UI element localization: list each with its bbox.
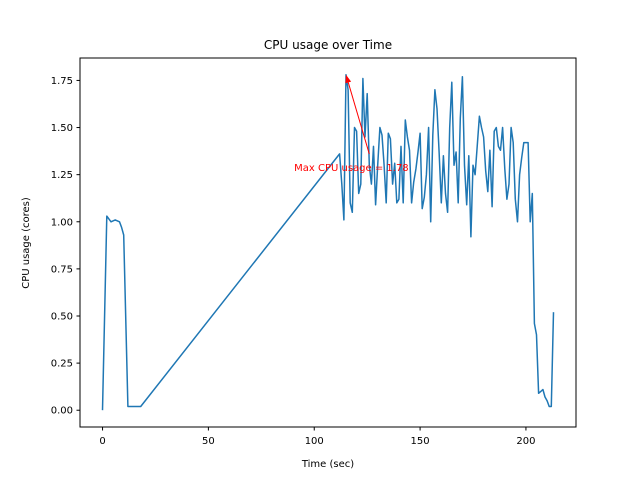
y-tick-label: 0.75 (51, 264, 73, 275)
y-tick-label: 0.50 (51, 311, 73, 322)
x-axis-ticks: 0 50 100 150 200 (99, 427, 535, 447)
x-tick-label: 0 (99, 436, 105, 447)
x-tick-label: 150 (411, 436, 430, 447)
x-tick-label: 200 (516, 436, 535, 447)
y-tick-label: 1.75 (51, 76, 73, 87)
annotation-arrow-head (345, 74, 352, 84)
x-tick-label: 100 (305, 436, 324, 447)
y-axis-ticks: 0.00 0.25 0.50 0.75 1.00 1.25 1.50 1.75 (51, 76, 80, 417)
y-tick-label: 0.00 (51, 406, 73, 417)
y-tick-label: 1.50 (51, 123, 73, 134)
y-tick-label: 1.25 (51, 170, 73, 181)
y-tick-label: 1.00 (51, 217, 73, 228)
x-axis-label: Time (sec) (301, 459, 354, 470)
annotation-arrow-line (347, 82, 370, 155)
max-annotation: Max CPU usage = 1.78 (294, 74, 409, 174)
y-axis-label: CPU usage (cores) (21, 197, 32, 289)
plot-area: 0 50 100 150 200 0.00 0.25 0.50 0.75 1.00 1.25 1.5… (51, 57, 577, 447)
x-tick-label: 50 (202, 436, 215, 447)
y-tick-label: 0.25 (51, 359, 73, 370)
chart-title: CPU usage over Time (264, 38, 392, 52)
plot-frame (79, 57, 577, 428)
annotation-text: Max CPU usage = 1.78 (294, 163, 409, 174)
cpu-usage-line (101, 74, 555, 411)
